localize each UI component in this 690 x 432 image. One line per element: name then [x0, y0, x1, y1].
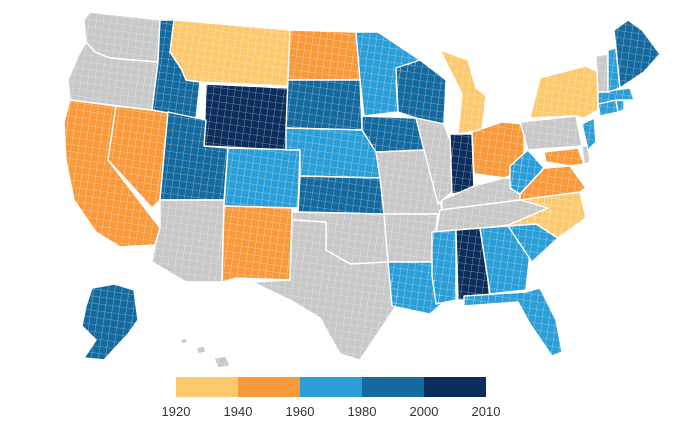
us-county-map [63, 11, 661, 369]
county-lines-montana [170, 20, 290, 86]
county-lines-hawaii [180, 338, 230, 368]
county-lines-ohio [472, 122, 524, 178]
county-lines-new-york [530, 66, 598, 118]
county-lines-rhode-island [616, 100, 624, 112]
county-lines-oregon [68, 42, 158, 110]
legend-swatch-1980-2000 [362, 377, 424, 397]
county-lines-arizona [152, 200, 224, 282]
county-lines-south-dakota [286, 80, 362, 130]
map-svg [63, 11, 661, 369]
county-lines-virginia [520, 166, 586, 200]
county-lines-connecticut [598, 100, 618, 116]
county-lines-arkansas [384, 214, 438, 262]
county-lines-indiana [450, 134, 474, 194]
county-lines-iowa [362, 116, 424, 152]
county-lines-wisconsin [396, 60, 446, 124]
county-lines-wyoming [204, 84, 288, 150]
county-lines-nebraska [286, 128, 380, 178]
legend-tick-label: 1940 [223, 404, 253, 419]
county-lines-pennsylvania [520, 116, 582, 150]
legend-swatch-1920-1940 [176, 377, 238, 397]
county-lines-washington [84, 12, 160, 62]
legend-tick-label: 1960 [285, 404, 315, 419]
county-lines-idaho [152, 20, 200, 118]
county-lines-california [64, 100, 160, 247]
county-lines-maryland [544, 148, 584, 166]
county-lines-mississippi [432, 230, 456, 304]
county-lines-kansas [298, 176, 384, 214]
county-lines-oklahoma [292, 212, 388, 264]
county-lines-alabama [456, 228, 490, 300]
legend-swatch-2000-2010 [424, 377, 486, 397]
legend-tick-label: 1980 [347, 404, 377, 419]
county-lines-utah [160, 112, 228, 200]
county-lines-tennessee [436, 198, 560, 234]
county-lines-nevada [108, 106, 168, 208]
legend-swatch-1940-1960 [238, 377, 300, 397]
county-lines-new-mexico [222, 206, 292, 282]
legend: 1920 1940 1960 1980 2000 2010 [150, 375, 530, 425]
county-lines-colorado [224, 148, 300, 208]
county-lines-north-carolina [506, 192, 586, 238]
county-lines-maine [614, 20, 660, 88]
county-lines-missouri [376, 150, 442, 214]
county-lines-texas [252, 220, 400, 360]
county-lines-michigan [440, 50, 486, 134]
county-lines-illinois [416, 118, 454, 204]
county-lines-florida [464, 288, 562, 356]
legend-tick-label: 2010 [471, 404, 501, 419]
legend-swatch-1960-1980 [300, 377, 362, 397]
county-lines-west-virginia [510, 150, 544, 194]
legend-tick-label: 1920 [161, 404, 191, 419]
county-lines-north-dakota [288, 30, 360, 80]
county-lines-alaska [82, 284, 138, 360]
county-lines-minnesota [356, 32, 420, 116]
county-lines-south-carolina [508, 224, 558, 262]
county-lines-georgia [480, 226, 530, 294]
legend-tick-label: 2000 [409, 404, 439, 419]
county-grid-overlay [64, 12, 660, 368]
county-lines-new-hampshire [608, 48, 620, 92]
county-lines-louisiana [388, 262, 446, 314]
county-lines-kentucky [442, 178, 528, 210]
county-lines-vermont [596, 54, 608, 92]
county-lines-new-jersey [582, 118, 596, 150]
county-lines-delaware [582, 146, 590, 164]
